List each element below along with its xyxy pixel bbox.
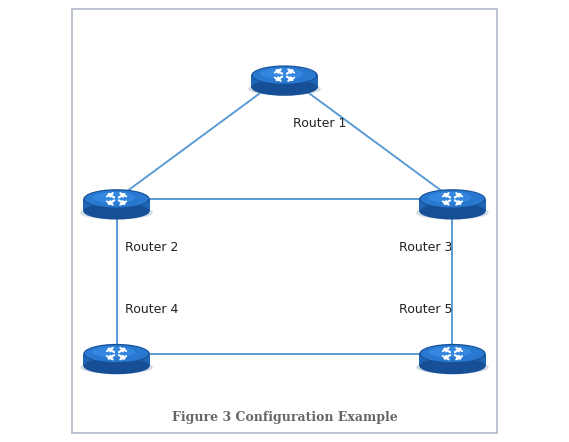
Polygon shape [419, 199, 485, 211]
Polygon shape [251, 75, 318, 88]
Ellipse shape [84, 344, 150, 363]
Ellipse shape [84, 203, 150, 220]
Ellipse shape [420, 191, 484, 207]
Ellipse shape [249, 83, 320, 95]
Ellipse shape [92, 192, 135, 203]
Ellipse shape [419, 189, 485, 209]
Ellipse shape [251, 65, 318, 85]
Text: Router 3: Router 3 [399, 241, 453, 254]
Ellipse shape [92, 347, 135, 358]
Ellipse shape [81, 207, 152, 218]
Ellipse shape [428, 192, 471, 203]
Ellipse shape [419, 358, 485, 374]
Polygon shape [84, 199, 150, 211]
Ellipse shape [84, 358, 150, 374]
Ellipse shape [260, 69, 303, 79]
Polygon shape [419, 354, 485, 366]
Text: Router 5: Router 5 [399, 303, 453, 316]
Ellipse shape [253, 67, 316, 84]
Ellipse shape [84, 189, 150, 209]
Ellipse shape [85, 191, 149, 207]
Ellipse shape [81, 362, 152, 373]
Ellipse shape [85, 345, 149, 362]
Ellipse shape [419, 344, 485, 363]
Ellipse shape [251, 79, 318, 96]
Ellipse shape [419, 203, 485, 220]
Text: Figure 3 Configuration Example: Figure 3 Configuration Example [172, 411, 397, 424]
Text: Router 1: Router 1 [294, 117, 347, 130]
Ellipse shape [428, 347, 471, 358]
Ellipse shape [417, 362, 488, 373]
Polygon shape [84, 354, 150, 366]
Text: Router 2: Router 2 [125, 241, 179, 254]
Text: Router 4: Router 4 [125, 303, 179, 316]
Ellipse shape [420, 345, 484, 362]
Ellipse shape [417, 207, 488, 218]
